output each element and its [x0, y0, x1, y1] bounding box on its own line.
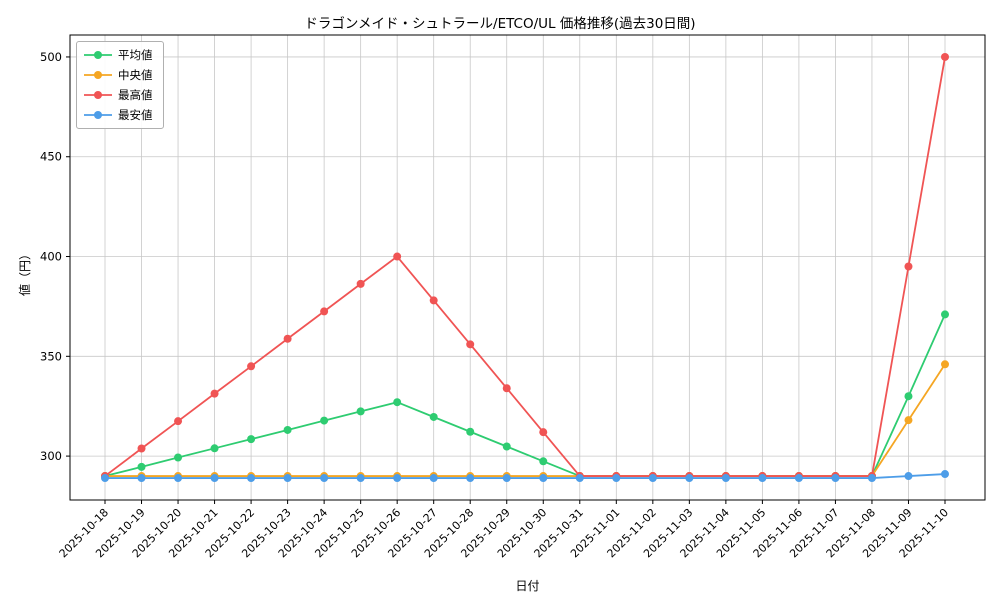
series-marker-max: [174, 417, 183, 426]
series-marker-min: [612, 474, 621, 483]
legend-item-min: 最安値: [84, 107, 153, 123]
series-marker-min: [210, 474, 219, 483]
legend: 平均値中央値最高値最安値: [76, 41, 164, 129]
series-marker-min: [283, 474, 292, 483]
legend-line-marker-icon: [84, 49, 112, 61]
legend-line-marker-icon: [84, 89, 112, 101]
series-marker-average: [356, 407, 365, 416]
series-marker-average: [174, 453, 183, 462]
legend-item-median: 中央値: [84, 67, 153, 83]
series-marker-min: [101, 474, 109, 483]
series-marker-max: [466, 340, 475, 349]
series-marker-average: [502, 442, 511, 451]
series-marker-min: [867, 474, 876, 483]
series-marker-min: [320, 474, 329, 483]
series-marker-average: [539, 457, 548, 466]
legend-item-max: 最高値: [84, 87, 153, 103]
y-tick-label: 300: [40, 449, 62, 463]
series-marker-average: [210, 444, 219, 453]
series-marker-average: [283, 425, 292, 434]
series-marker-average: [137, 462, 146, 471]
series-marker-average: [466, 427, 475, 436]
legend-label-average: 平均値: [118, 48, 153, 62]
series-marker-min: [429, 474, 438, 483]
series-marker-median: [904, 416, 913, 425]
series-marker-min: [721, 474, 730, 483]
series-marker-min: [393, 474, 402, 483]
series-marker-max: [283, 334, 292, 343]
y-tick-label: 350: [40, 349, 62, 363]
series-marker-average: [904, 392, 913, 401]
x-axis-label: 日付: [515, 579, 540, 593]
series-marker-average: [429, 412, 438, 421]
legend-line-marker-icon: [84, 69, 112, 81]
series-line-max: [104, 56, 946, 477]
series-marker-average: [393, 398, 402, 407]
y-tick-label: 400: [40, 250, 62, 264]
series-marker-max: [904, 262, 913, 271]
series-marker-min: [758, 474, 767, 483]
series-marker-max: [210, 389, 219, 398]
plot-background: [70, 35, 985, 500]
legend-item-average: 平均値: [84, 47, 153, 63]
legend-label-min: 最安値: [118, 108, 153, 122]
series-marker-median: [941, 360, 949, 369]
series-marker-max: [539, 428, 548, 437]
legend-line-marker-icon: [84, 109, 112, 121]
series-marker-min: [137, 474, 146, 483]
series-line-min: [105, 473, 946, 479]
series-marker-min: [685, 474, 694, 483]
series-marker-min: [247, 474, 256, 483]
series-marker-average: [247, 435, 256, 444]
series-marker-max: [941, 52, 949, 61]
y-axis-label: 値（円）: [18, 247, 32, 296]
series-marker-min: [794, 474, 803, 483]
series-marker-max: [502, 384, 511, 393]
series-marker-min: [941, 470, 949, 479]
series-marker-min: [904, 472, 913, 481]
series-marker-min: [174, 474, 183, 483]
series-marker-min: [831, 474, 840, 483]
series-marker-max: [247, 362, 256, 371]
chart-title: ドラゴンメイド・シュトラール/ETCO/UL 価格推移(過去30日間): [304, 16, 696, 32]
series-marker-max: [393, 252, 402, 261]
series-marker-max: [356, 279, 365, 288]
legend-label-max: 最高値: [118, 88, 153, 102]
legend-label-median: 中央値: [118, 68, 153, 82]
series-marker-max: [320, 307, 329, 316]
series-marker-min: [539, 474, 548, 483]
series-marker-min: [356, 474, 365, 483]
series-marker-min: [648, 474, 657, 483]
plot-border: [69, 34, 986, 501]
series-marker-min: [466, 474, 475, 483]
y-tick-label: 500: [40, 50, 62, 64]
series-marker-min: [575, 474, 584, 483]
series-marker-max: [137, 444, 146, 453]
series-marker-average: [320, 416, 329, 425]
y-tick-label: 450: [40, 150, 62, 164]
series-marker-min: [502, 474, 511, 483]
series-marker-average: [941, 310, 949, 319]
series-marker-max: [429, 296, 438, 305]
